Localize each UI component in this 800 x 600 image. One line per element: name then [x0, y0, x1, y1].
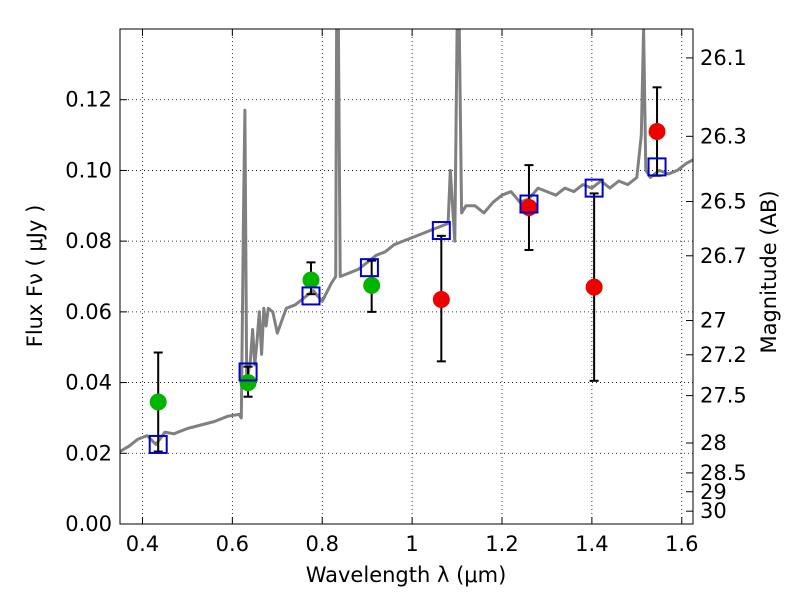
x-tick-label: 0.6 [216, 532, 249, 556]
y-axis-label: Flux Fν ( μJy ) [23, 205, 47, 348]
mag-tick-label: 26.7 [700, 244, 747, 268]
model-spectrum-line [120, 29, 693, 453]
axis-ticks: 0.4 0.6 0.8 1 1.2 1.4 1.6 0.00 0.02 0.04 0.06 0.08 0… [65, 29, 747, 556]
green-point [302, 271, 320, 289]
x-tick-label: 1 [405, 532, 418, 556]
x-tick-label: 0.8 [306, 532, 339, 556]
mag-tick-label: 29 [700, 480, 727, 504]
markers [148, 86, 667, 454]
y2-axis-label: Magnitude (AB) [757, 190, 781, 353]
square-marker [238, 362, 258, 382]
mag-tick-label: 26.3 [700, 124, 747, 148]
square-marker [584, 178, 604, 198]
red-point [648, 123, 666, 141]
mag-tick-label: 28.5 [700, 461, 747, 485]
mag-tick-label: 26.1 [700, 46, 747, 70]
mag-tick-label: 26.5 [700, 190, 747, 214]
green-point [239, 374, 257, 392]
plot-area [120, 29, 693, 454]
green-point [149, 393, 167, 411]
mag-tick-label: 30 [700, 499, 727, 523]
grid [120, 29, 693, 525]
y-tick-label: 0.04 [65, 371, 112, 395]
y-tick-label: 0.06 [65, 300, 112, 324]
y-tick-label: 0.10 [65, 158, 112, 182]
square-marker [359, 258, 379, 278]
x-tick-label: 0.4 [126, 532, 159, 556]
y-tick-label: 0.08 [65, 229, 112, 253]
x-tick-label: 1.2 [485, 532, 518, 556]
mag-tick-label: 27 [700, 309, 727, 333]
x-tick-label: 1.4 [575, 532, 608, 556]
square-marker [647, 157, 667, 177]
x-axis-label: Wavelength λ (μm) [306, 563, 507, 587]
mag-tick-label: 28 [700, 431, 727, 455]
red-point [432, 290, 450, 308]
y-tick-label: 0.02 [65, 441, 112, 465]
square-marker [301, 286, 321, 306]
y-tick-label: 0.12 [65, 88, 112, 112]
mag-tick-label: 27.5 [700, 384, 747, 408]
mag-tick-label: 27.2 [700, 343, 747, 367]
square-marker [431, 221, 451, 241]
red-point [585, 278, 603, 296]
square-marker [148, 434, 168, 454]
y-tick-label: 0.00 [65, 512, 112, 536]
square-marker [519, 194, 539, 214]
x-tick-label: 1.6 [665, 532, 698, 556]
plot-background [120, 29, 693, 524]
plot-frame [119, 28, 694, 525]
green-point [363, 276, 381, 294]
